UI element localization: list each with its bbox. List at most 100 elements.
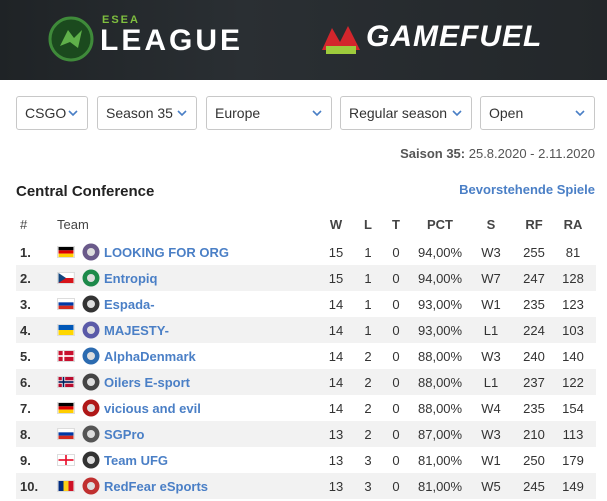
- pct-cell: 94,00%: [418, 245, 463, 260]
- team-name-link[interactable]: Entropiq: [104, 271, 158, 286]
- header-team: Team: [57, 217, 89, 232]
- pct-cell: 87,00%: [418, 427, 463, 442]
- streak-cell: W1: [481, 453, 501, 468]
- team-name-link[interactable]: Oilers E-sport: [104, 375, 190, 390]
- header-streak: S: [486, 217, 496, 232]
- rounds-against-cell: 128: [562, 271, 584, 286]
- losses-cell: 3: [364, 453, 372, 468]
- pct-cell: 93,00%: [418, 323, 463, 338]
- losses-cell: 2: [364, 401, 372, 416]
- ties-cell: 0: [392, 271, 400, 286]
- rounds-against-cell: 122: [562, 375, 584, 390]
- esea-label: ESEA: [102, 14, 140, 26]
- stage-select[interactable]: Regular season: [340, 96, 472, 130]
- chevron-down-icon: [452, 110, 462, 117]
- country-flag-icon: [57, 376, 75, 388]
- rounds-against-cell: 81: [565, 245, 581, 260]
- rank-cell: 7.: [20, 401, 31, 416]
- rounds-for-cell: 237: [523, 375, 545, 390]
- wins-cell: 14: [328, 323, 344, 338]
- game-select-value: CSGO: [25, 105, 67, 121]
- esea-logo-icon: [48, 16, 94, 62]
- rounds-for-cell: 240: [523, 349, 545, 364]
- rounds-against-cell: 154: [562, 401, 584, 416]
- pct-cell: 81,00%: [418, 479, 463, 494]
- gamefuel-label: GAMEFUEL: [366, 20, 543, 53]
- stage-select-value: Regular season: [349, 105, 448, 121]
- region-select-value: Europe: [215, 105, 261, 121]
- game-select[interactable]: CSGO: [16, 96, 88, 130]
- country-flag-icon: [57, 324, 75, 336]
- ties-cell: 0: [392, 297, 400, 312]
- season-label: Saison 35:: [400, 146, 466, 161]
- header-ties: T: [392, 217, 400, 232]
- team-name-link[interactable]: Team UFG: [104, 453, 169, 468]
- header-wins: W: [329, 217, 343, 232]
- ties-cell: 0: [392, 323, 400, 338]
- ties-cell: 0: [392, 349, 400, 364]
- table-row: 1. LOOKING FOR ORG 15 1 0 94,00% W3 255 81: [16, 239, 596, 265]
- rounds-for-cell: 255: [523, 245, 545, 260]
- team-name-link[interactable]: RedFear eSports: [104, 479, 209, 494]
- team-logo-icon: [82, 477, 100, 495]
- rounds-against-cell: 123: [562, 297, 584, 312]
- streak-cell: W3: [481, 349, 501, 364]
- team-name-link[interactable]: AlphaDenmark: [104, 349, 196, 364]
- country-flag-icon: [57, 428, 75, 440]
- rounds-for-cell: 210: [523, 427, 545, 442]
- team-logo-icon: [82, 399, 100, 417]
- wins-cell: 14: [328, 401, 344, 416]
- wins-cell: 13: [328, 427, 344, 442]
- division-select-value: Open: [489, 105, 524, 121]
- table-row: 3. Espada- 14 1 0 93,00% W1 235 123: [16, 291, 596, 317]
- ties-cell: 0: [392, 245, 400, 260]
- season-select[interactable]: Season 35: [97, 96, 197, 130]
- pct-cell: 93,00%: [418, 297, 463, 312]
- season-date-range: Saison 35: 25.8.2020 - 2.11.2020: [400, 146, 595, 161]
- chevron-down-icon: [177, 110, 187, 117]
- upcoming-matches-link[interactable]: Bevorstehende Spiele: [459, 182, 595, 197]
- rank-cell: 10.: [20, 479, 39, 494]
- wins-cell: 13: [328, 453, 344, 468]
- streak-cell: W7: [481, 271, 501, 286]
- streak-cell: L1: [483, 323, 499, 338]
- rank-cell: 3.: [20, 297, 31, 312]
- pct-cell: 88,00%: [418, 349, 463, 364]
- streak-cell: W4: [481, 401, 501, 416]
- country-flag-icon: [57, 246, 75, 258]
- rounds-for-cell: 235: [523, 297, 545, 312]
- rounds-for-cell: 224: [523, 323, 545, 338]
- team-name-link[interactable]: vicious and evil: [104, 401, 201, 416]
- table-row: 8. SGPro 13 2 0 87,00% W3 210 113: [16, 421, 596, 447]
- team-logo-icon: [82, 321, 100, 339]
- team-name-link[interactable]: MAJESTY-: [104, 323, 170, 338]
- ties-cell: 0: [392, 375, 400, 390]
- header-losses: L: [364, 217, 372, 232]
- region-select[interactable]: Europe: [206, 96, 332, 130]
- team-name-link[interactable]: LOOKING FOR ORG: [104, 245, 229, 260]
- division-select[interactable]: Open: [480, 96, 595, 130]
- header-rank: #: [20, 217, 28, 232]
- rounds-against-cell: 149: [562, 479, 584, 494]
- rank-cell: 8.: [20, 427, 31, 442]
- chevron-down-icon: [68, 110, 78, 117]
- team-name-link[interactable]: SGPro: [104, 427, 145, 442]
- table-row: 7. vicious and evil 14 2 0 88,00% W4 235 154: [16, 395, 596, 421]
- streak-cell: W3: [481, 245, 501, 260]
- team-logo-icon: [82, 373, 100, 391]
- country-flag-icon: [57, 402, 75, 414]
- season-select-value: Season 35: [106, 105, 173, 121]
- country-flag-icon: [57, 454, 75, 466]
- league-label: LEAGUE: [100, 24, 244, 57]
- country-flag-icon: [57, 272, 75, 284]
- streak-cell: L1: [483, 375, 499, 390]
- rounds-against-cell: 103: [562, 323, 584, 338]
- rounds-against-cell: 140: [562, 349, 584, 364]
- table-row: 2. Entropiq 15 1 0 94,00% W7 247 128: [16, 265, 596, 291]
- team-name-link[interactable]: Espada-: [104, 297, 155, 312]
- ties-cell: 0: [392, 401, 400, 416]
- chevron-down-icon: [575, 110, 585, 117]
- wins-cell: 15: [328, 245, 344, 260]
- wins-cell: 14: [328, 297, 344, 312]
- losses-cell: 1: [364, 323, 372, 338]
